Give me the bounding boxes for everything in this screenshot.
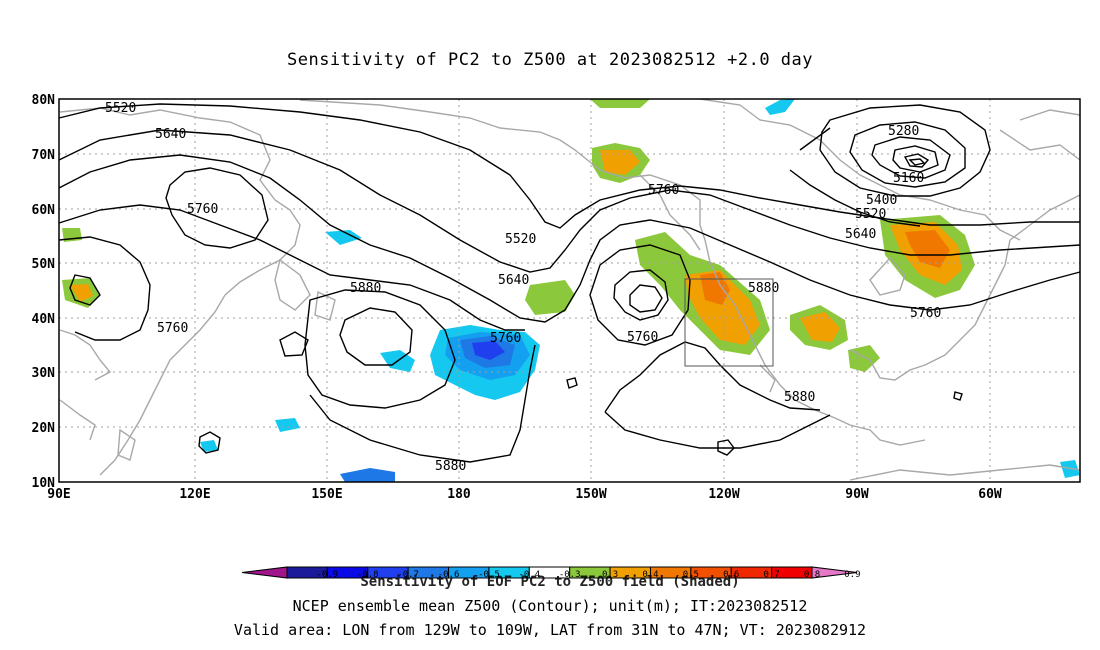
shade-negative-small	[200, 440, 218, 452]
lon-label: 60W	[978, 487, 1002, 502]
lon-label: 150W	[575, 487, 606, 502]
contour-label: 5880	[784, 390, 815, 405]
lat-label: 60N	[32, 203, 56, 218]
shade-negative-core3	[472, 341, 505, 360]
lat-label: 10N	[32, 476, 56, 491]
contour-label: 5640	[498, 273, 529, 288]
shade-positive-gulf	[848, 345, 880, 372]
coastlines	[59, 98, 1081, 481]
lon-label: 90E	[47, 487, 70, 502]
colorbar-high-arrow	[811, 566, 858, 579]
contour-label: 5760	[627, 330, 658, 345]
colorbar-tick-label: 0.9	[844, 570, 860, 580]
colorbar-label: Sensitivity of EOF PC2 to Z500 field (Sh…	[360, 574, 740, 590]
lon-label: 90W	[845, 487, 869, 502]
colorbar-tick-label: -0.5	[478, 570, 500, 580]
shade-positive-alaska-core	[600, 150, 640, 175]
lat-label: 20N	[32, 421, 56, 436]
contour-label: 5760	[157, 321, 188, 336]
colorbar-tick-label: -0.8	[357, 570, 379, 580]
map-border	[58, 98, 1081, 483]
footer-line-1: NCEP ensemble mean Z500 (Contour); unit(…	[292, 597, 808, 615]
colorbar-tick-label: 0.7	[763, 570, 779, 580]
colorbar-tick-label: 0.4	[642, 570, 658, 580]
colorbar-tick-label: -0.6	[438, 570, 460, 580]
lon-label: 150E	[311, 487, 342, 502]
colorbar-tick-label: 0.8	[804, 570, 820, 580]
shade-positive-plains-core	[800, 312, 840, 342]
shade-negative-south	[340, 468, 395, 482]
contour-label: 5760	[490, 331, 521, 346]
contour-label: 5880	[748, 281, 779, 296]
contour-label: 5520	[855, 207, 886, 222]
contour-label: 5760	[648, 183, 679, 198]
colorbar: -0.9 -0.8 -0.7 -0.6 -0.5 -0.4 -0.3 0.3 0.4 0.5 0.6…	[241, 566, 861, 580]
contour-label: 5760	[910, 306, 941, 321]
shade-positive-arctic	[590, 99, 650, 108]
colorbar-tick-label: 0.6	[723, 570, 739, 580]
shade-positive-pacific	[525, 280, 575, 315]
lat-label: 30N	[32, 366, 56, 381]
colorbar-tick-label: -0.3	[559, 570, 581, 580]
valid-area-box	[684, 278, 774, 367]
contour-labels: 5520 5640 5760 5520 5640 5880 5760 5760 …	[105, 101, 941, 474]
contour-label: 5400	[866, 193, 897, 208]
lon-label: 120W	[708, 487, 739, 502]
lat-label: 80N	[32, 93, 56, 108]
contour-label: 5880	[350, 281, 381, 296]
lat-label: 50N	[32, 257, 56, 272]
gridlines	[59, 99, 1080, 482]
lat-labels: 80N 70N 60N 50N 40N 30N 20N 10N	[32, 93, 56, 491]
colorbar-tick-label: -0.4	[518, 570, 540, 580]
contour-label: 5280	[888, 124, 919, 139]
contour-label: 5640	[155, 127, 186, 142]
shaded-sensitivity	[62, 99, 1080, 482]
contour-label: 5640	[845, 227, 876, 242]
shade-negative-small2	[275, 418, 300, 432]
lat-label: 70N	[32, 148, 56, 163]
z500-contours	[58, 103, 1081, 463]
shade-negative-north-pacific	[325, 230, 362, 245]
contour-label: 5520	[105, 101, 136, 116]
contour-label: 5880	[435, 459, 466, 474]
shade-negative-arctic	[765, 99, 795, 115]
colorbar-tick-label: -0.9	[317, 570, 339, 580]
colorbar-tick-label: -0.7	[397, 570, 419, 580]
contour-label: 5160	[893, 171, 924, 186]
lon-labels: 90E 120E 150E 180 150W 120W 90W 60W	[47, 487, 1002, 502]
lon-label: 120E	[179, 487, 210, 502]
colorbar-tick-label: 0.3	[602, 570, 618, 580]
contour-label: 5760	[187, 202, 218, 217]
contour-label: 5520	[505, 232, 536, 247]
shade-positive-pnw-inner	[700, 272, 730, 305]
colorbar-tick-label: 0.5	[683, 570, 699, 580]
shade-positive-canada-inner	[905, 230, 950, 268]
map-title: Sensitivity of PC2 to Z500 at 2023082512…	[286, 50, 813, 70]
lon-label: 180	[447, 487, 471, 502]
lat-label: 40N	[32, 312, 56, 327]
shade-positive-westpac-core	[70, 284, 93, 302]
footer-line-2: Valid area: LON from 129W to 109W, LAT f…	[233, 621, 867, 639]
